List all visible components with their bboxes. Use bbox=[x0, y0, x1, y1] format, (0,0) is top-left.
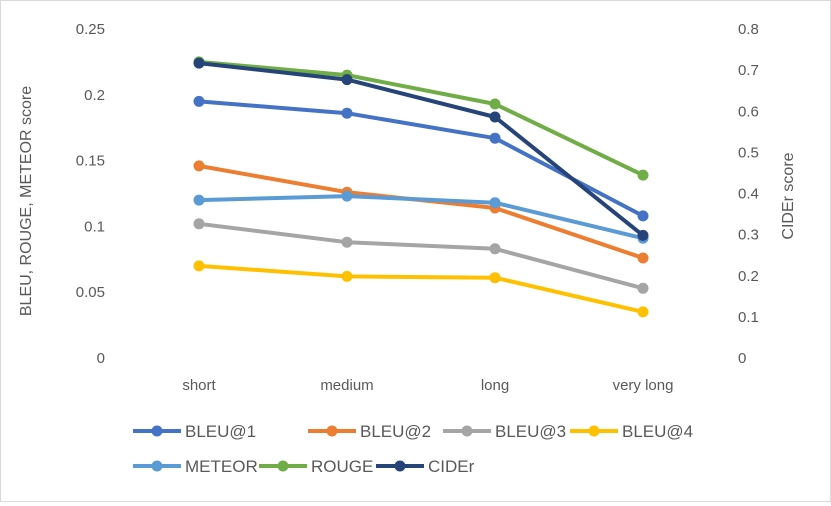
data-point bbox=[193, 95, 205, 107]
legend-item: CIDEr bbox=[376, 457, 475, 476]
left-tick-label: 0.2 bbox=[84, 87, 105, 104]
right-tick-label: 0.2 bbox=[738, 268, 759, 285]
x-tick-label: long bbox=[481, 377, 509, 394]
legend-swatch-marker bbox=[461, 425, 473, 437]
data-point bbox=[637, 229, 649, 241]
data-point bbox=[489, 132, 501, 144]
data-point bbox=[193, 194, 205, 206]
legend-item: ROUGE bbox=[259, 457, 373, 476]
data-point bbox=[489, 197, 501, 209]
legend: BLEU@1 BLEU@2 BLEU@3 BLEU@4 METEOR ROUGE CIDEr bbox=[133, 422, 693, 476]
left-tick-label: 0.15 bbox=[76, 153, 105, 170]
data-point bbox=[637, 252, 649, 264]
data-point bbox=[341, 270, 353, 282]
legend-swatch-marker bbox=[277, 460, 289, 472]
left-axis-ticks: 0 0.05 0.1 0.15 0.2 0.25 bbox=[76, 21, 105, 367]
series-line bbox=[197, 194, 645, 241]
x-tick-label: medium bbox=[320, 377, 373, 394]
legend-item: BLEU@1 bbox=[133, 422, 256, 441]
series-rouge bbox=[193, 56, 649, 181]
data-point bbox=[637, 306, 649, 318]
legend-label: BLEU@3 bbox=[495, 422, 566, 441]
legend-label: BLEU@2 bbox=[360, 422, 431, 441]
right-tick-label: 0.4 bbox=[738, 186, 759, 203]
series-bleu-1 bbox=[193, 95, 649, 222]
series-cider bbox=[193, 57, 649, 241]
left-axis-title: BLEU, ROUGE, METEOR score bbox=[18, 86, 35, 316]
legend-label: BLEU@1 bbox=[185, 422, 256, 441]
series-bleu-3 bbox=[193, 218, 649, 294]
right-tick-label: 0 bbox=[738, 350, 746, 367]
left-tick-label: 0 bbox=[97, 350, 105, 367]
right-tick-label: 0.6 bbox=[738, 103, 759, 120]
left-tick-label: 0.25 bbox=[76, 21, 105, 38]
legend-label: CIDEr bbox=[428, 457, 475, 476]
legend-swatch-marker bbox=[588, 425, 600, 437]
right-tick-label: 0.5 bbox=[738, 144, 759, 161]
legend-item: BLEU@4 bbox=[570, 422, 693, 441]
right-axis-title: CIDEr score bbox=[780, 152, 797, 239]
legend-item: METEOR bbox=[133, 457, 258, 476]
right-tick-label: 0.7 bbox=[738, 62, 759, 79]
series-line bbox=[197, 61, 645, 238]
legend-label: METEOR bbox=[185, 457, 258, 476]
data-point bbox=[193, 160, 205, 172]
data-point bbox=[489, 98, 501, 110]
data-point bbox=[193, 57, 205, 69]
x-tick-label: very long bbox=[613, 377, 674, 394]
data-point bbox=[489, 272, 501, 284]
series-line bbox=[197, 59, 645, 178]
data-point bbox=[489, 111, 501, 123]
legend-label: ROUGE bbox=[311, 457, 373, 476]
series-layer bbox=[193, 56, 649, 318]
right-axis-ticks: 0 0.1 0.2 0.3 0.4 0.5 0.6 0.7 0.8 bbox=[738, 21, 759, 367]
right-tick-label: 0.1 bbox=[738, 309, 759, 326]
legend-swatch-marker bbox=[151, 460, 163, 472]
right-tick-label: 0.8 bbox=[738, 21, 759, 38]
data-point bbox=[637, 169, 649, 181]
left-tick-label: 0.05 bbox=[76, 284, 105, 301]
legend-label: BLEU@4 bbox=[622, 422, 693, 441]
series-line bbox=[197, 263, 645, 314]
left-tick-label: 0.1 bbox=[84, 218, 105, 235]
right-tick-label: 0.3 bbox=[738, 227, 759, 244]
legend-swatch-marker bbox=[394, 460, 406, 472]
data-point bbox=[489, 243, 501, 255]
series-bleu-2 bbox=[193, 160, 649, 264]
data-point bbox=[341, 74, 353, 86]
data-point bbox=[637, 210, 649, 222]
legend-swatch-marker bbox=[151, 425, 163, 437]
data-point bbox=[193, 218, 205, 230]
series-bleu-4 bbox=[193, 260, 649, 318]
data-point bbox=[341, 107, 353, 119]
data-point bbox=[341, 190, 353, 202]
x-tick-label: short bbox=[182, 377, 216, 394]
data-point bbox=[193, 260, 205, 272]
x-axis-ticks: short medium long very long bbox=[182, 377, 673, 394]
legend-swatch-marker bbox=[326, 425, 338, 437]
series-line bbox=[197, 221, 645, 291]
legend-item: BLEU@3 bbox=[443, 422, 566, 441]
legend-item: BLEU@2 bbox=[308, 422, 431, 441]
data-point bbox=[637, 282, 649, 294]
data-point bbox=[341, 236, 353, 248]
